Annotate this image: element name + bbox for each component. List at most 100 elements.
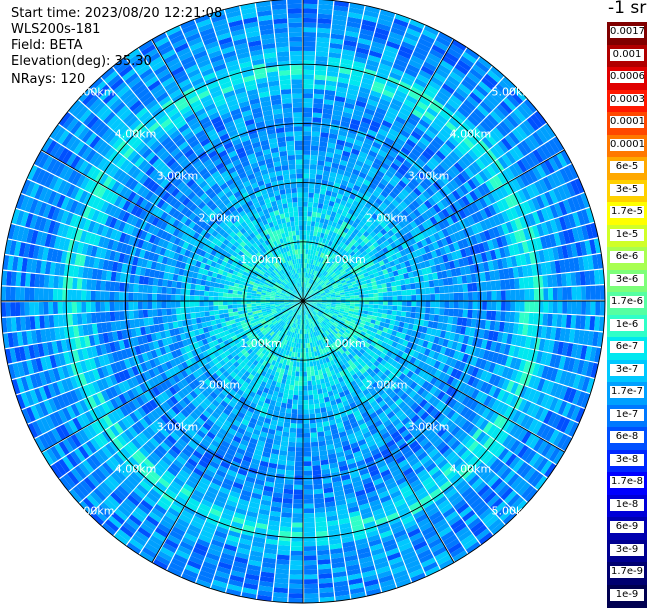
ppi-cell	[282, 508, 293, 513]
ppi-cell	[304, 494, 314, 499]
ppi-cell	[288, 394, 293, 399]
ppi-cell	[506, 290, 511, 300]
ppi-cell	[396, 286, 401, 291]
ppi-cell	[304, 593, 318, 598]
ppi-cell	[308, 193, 314, 198]
ppi-cell	[318, 18, 332, 24]
ppi-cell	[303, 221, 307, 226]
ppi-cell	[318, 156, 326, 162]
ppi-cell	[402, 296, 407, 301]
ppi-cell	[487, 291, 492, 300]
ppi-cell	[313, 113, 322, 118]
ppi-cell	[486, 281, 492, 290]
ppi-cell	[378, 301, 383, 305]
ppi-cell	[364, 304, 369, 307]
ppi-cell	[457, 317, 463, 325]
ppi-cell	[285, 470, 294, 475]
ppi-cell	[388, 296, 393, 300]
ppi-cell	[303, 75, 314, 80]
ppi-cell	[280, 526, 291, 532]
ppi-cell	[387, 287, 392, 292]
ppi-cell	[279, 455, 287, 461]
ppi-cell	[383, 301, 388, 305]
ppi-cell	[303, 98, 313, 103]
ppi-cell	[296, 362, 299, 367]
ppi-cell	[312, 451, 320, 456]
ppi-cell	[290, 380, 295, 385]
ppi-cell	[406, 306, 411, 312]
ppi-cell	[495, 280, 501, 290]
ppi-cell	[312, 461, 320, 466]
ppi-cell	[440, 294, 445, 301]
ppi-cell	[525, 289, 530, 300]
ppi-cell	[303, 27, 316, 32]
ppi-cell	[364, 298, 369, 301]
ppi-cell	[529, 289, 534, 300]
ppi-cell	[303, 207, 308, 212]
ppi-cell	[496, 311, 501, 321]
ppi-cell	[289, 579, 303, 584]
ppi-cell	[581, 301, 586, 315]
ppi-cell	[304, 565, 317, 570]
ppi-cell	[289, 437, 296, 442]
ppi-cell	[289, 433, 296, 438]
ppi-cell	[308, 390, 313, 395]
ppi-cell	[313, 470, 322, 475]
ppi-cell	[281, 436, 288, 442]
ppi-cell	[307, 376, 311, 381]
ppi-cell	[287, 399, 292, 404]
ppi-cell	[505, 279, 511, 289]
ppi-cell	[591, 301, 596, 315]
ppi-cell	[304, 457, 312, 462]
ppi-cell	[600, 301, 605, 316]
ppi-cell	[500, 311, 505, 321]
ppi-cell	[561, 315, 567, 328]
ppi-cell	[444, 286, 449, 293]
ppi-cell	[276, 559, 289, 565]
ppi-cell	[400, 317, 406, 323]
ppi-cell	[287, 451, 295, 456]
ppi-cell	[315, 70, 326, 76]
ppi-cell	[307, 371, 311, 376]
ppi-cell	[307, 362, 310, 367]
ppi-cell	[283, 494, 293, 499]
ppi-cell	[308, 395, 313, 400]
ppi-cell	[295, 371, 299, 376]
ppi-cell	[311, 141, 319, 146]
ppi-cell	[303, 211, 307, 216]
ppi-cell	[378, 297, 383, 301]
ppi-cell	[288, 442, 295, 447]
ppi-cell	[294, 480, 303, 485]
ppi-cell	[581, 286, 586, 300]
ppi-cell	[303, 405, 308, 410]
ppi-cell	[303, 409, 309, 414]
ppi-cell	[369, 297, 374, 300]
ppi-cell	[355, 298, 360, 301]
ppi-cell	[430, 287, 435, 294]
ppi-cell	[310, 423, 316, 428]
ppi-cell	[295, 471, 303, 476]
ppi-cell	[561, 273, 567, 286]
ppi-cell	[528, 277, 534, 288]
ppi-cell	[289, 589, 303, 594]
ppi-cell	[318, 393, 324, 399]
ppi-cell	[345, 299, 350, 301]
ppi-cell	[317, 160, 324, 166]
ppi-cell	[449, 309, 454, 317]
ppi-cell	[304, 433, 311, 438]
ppi-cell	[472, 283, 477, 292]
ppi-cell	[286, 465, 295, 470]
ppi-cell	[369, 305, 374, 309]
ppi-cell	[562, 301, 567, 314]
ppi-cell	[285, 413, 291, 418]
ppi-cell	[286, 461, 294, 466]
ppi-cell	[279, 531, 291, 537]
ppi-cell	[284, 489, 294, 494]
ppi-cell	[300, 362, 303, 367]
ppi-cell	[312, 385, 317, 390]
ppi-cell	[303, 51, 315, 56]
ppi-cell	[317, 545, 329, 551]
ppi-cell	[276, 564, 289, 570]
ppi-cell	[317, 384, 322, 389]
